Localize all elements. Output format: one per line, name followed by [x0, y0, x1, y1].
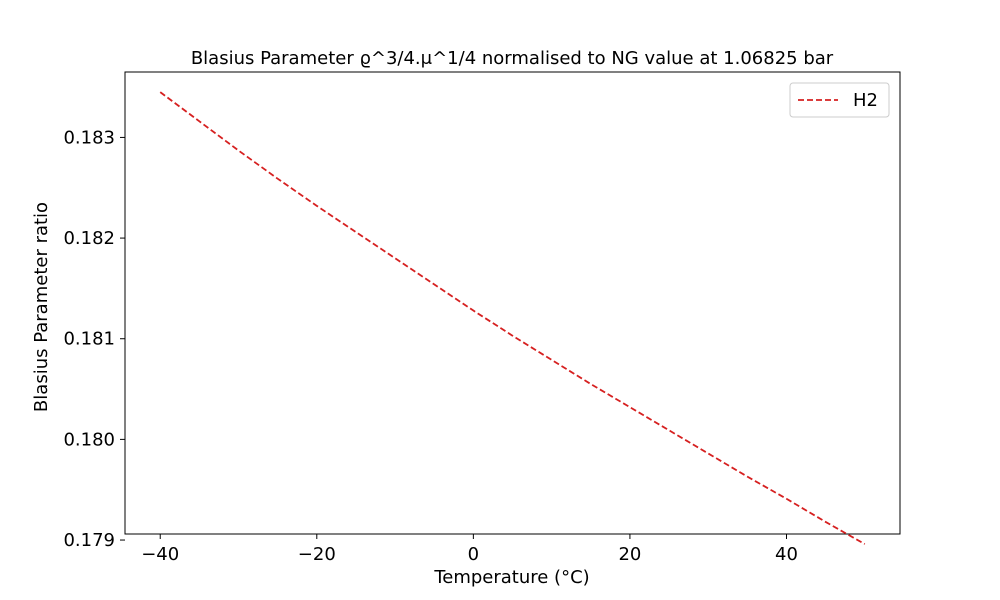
x-tick-label: −20	[298, 544, 336, 565]
x-tick-label: 0	[468, 544, 479, 565]
plot-area-frame	[124, 71, 901, 535]
y-axis-label: Blasius Parameter ratio	[31, 202, 52, 412]
chart-title: Blasius Parameter ϱ^3/4.μ^1/4 normalised…	[191, 48, 834, 69]
y-axis: 0.179 0.180 0.181 0.182 0.183	[63, 127, 125, 551]
x-tick-label: −40	[141, 544, 179, 565]
series-line-h2	[159, 91, 866, 545]
legend-label-h2: H2	[853, 90, 878, 111]
x-axis: −40 −20 0 20 40	[141, 534, 798, 565]
legend: H2	[789, 82, 890, 118]
series-layer	[159, 91, 866, 545]
x-tick-label: 40	[775, 544, 798, 565]
y-tick-label: 0.179	[63, 530, 115, 551]
y-tick-label: 0.183	[63, 127, 115, 148]
y-tick-label: 0.180	[63, 429, 115, 450]
y-tick-label: 0.182	[63, 228, 115, 249]
x-axis-label: Temperature (°C)	[433, 567, 589, 588]
x-tick-label: 20	[618, 544, 641, 565]
y-tick-label: 0.181	[63, 329, 115, 350]
legend-frame	[789, 82, 890, 118]
